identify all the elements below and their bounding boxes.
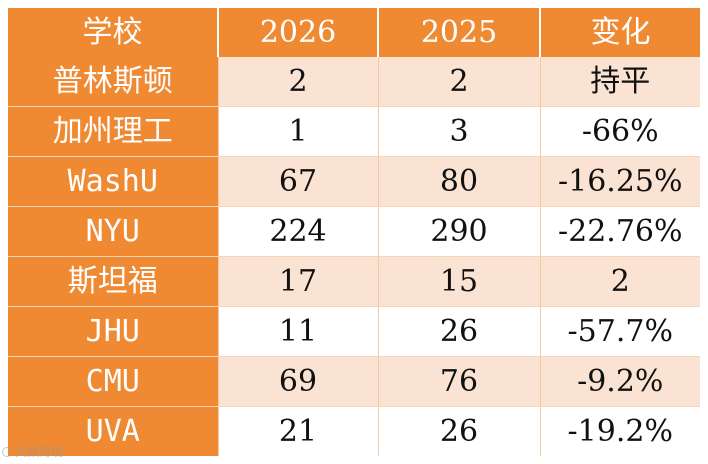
value-change: -66% [539, 106, 700, 157]
comparison-table-container: 学校 2026 2025 变化 普林斯顿 2 2 持平 加州理工 1 3 -66… [8, 8, 700, 456]
header-school: 学校 [8, 8, 218, 57]
value-2026: 224 [217, 206, 378, 257]
school-name: UVA [8, 406, 218, 456]
table-row: NYU 224 290 -22.76% [8, 206, 700, 257]
value-change: -57.7% [539, 306, 700, 357]
school-name: CMU [8, 356, 218, 407]
value-2026: 21 [217, 406, 378, 456]
header-row: 学校 2026 2025 变化 [8, 8, 700, 57]
table-row: 普林斯顿 2 2 持平 [8, 57, 700, 107]
value-2025: 26 [377, 406, 540, 456]
value-2025: 2 [377, 57, 540, 107]
table-row: 加州理工 1 3 -66% [8, 106, 700, 157]
source-watermark: 大数跨境 [2, 443, 63, 460]
school-name: 斯坦福 [8, 256, 218, 307]
value-2026: 1 [217, 106, 378, 157]
table-row: CMU 69 76 -9.2% [8, 356, 700, 407]
value-change: -9.2% [539, 356, 700, 407]
value-change: 持平 [539, 57, 700, 107]
value-2025: 76 [377, 356, 540, 407]
school-name: WashU [8, 156, 218, 207]
school-name: NYU [8, 206, 218, 257]
table-row: UVA 21 26 -19.2% [8, 406, 700, 456]
value-2025: 80 [377, 156, 540, 207]
watermark-text: 大数跨境 [15, 445, 64, 459]
value-change: -16.25% [539, 156, 700, 207]
header-2025: 2025 [377, 8, 540, 57]
admissions-comparison-table: 学校 2026 2025 变化 普林斯顿 2 2 持平 加州理工 1 3 -66… [8, 8, 700, 456]
value-2025: 290 [377, 206, 540, 257]
logo-icon [2, 446, 12, 457]
value-change: -19.2% [539, 406, 700, 456]
value-2026: 17 [217, 256, 378, 307]
table-row: JHU 11 26 -57.7% [8, 306, 700, 357]
value-2025: 3 [377, 106, 540, 157]
value-2026: 67 [217, 156, 378, 207]
table-row: WashU 67 80 -16.25% [8, 156, 700, 207]
value-2026: 11 [217, 306, 378, 357]
value-2026: 2 [217, 57, 378, 107]
school-name: 普林斯顿 [8, 57, 218, 107]
value-2025: 26 [377, 306, 540, 357]
value-2026: 69 [217, 356, 378, 407]
header-2026: 2026 [217, 8, 378, 57]
school-name: JHU [8, 306, 218, 357]
school-name: 加州理工 [8, 106, 218, 157]
table-row: 斯坦福 17 15 2 [8, 256, 700, 307]
value-2025: 15 [377, 256, 540, 307]
value-change: 2 [539, 256, 700, 307]
header-change: 变化 [539, 8, 700, 57]
value-change: -22.76% [539, 206, 700, 257]
